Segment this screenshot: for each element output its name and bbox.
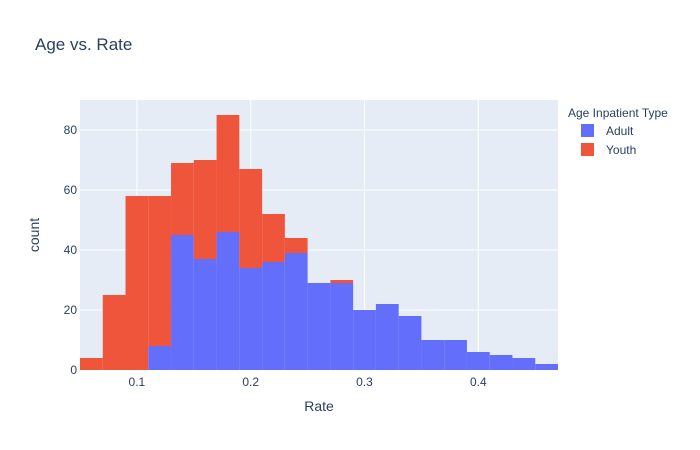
y-tick-label: 0 [70,363,77,377]
y-axis-title: count [26,218,42,252]
bar-youth[interactable] [330,280,354,283]
legend-item-youth[interactable]: Youth [581,143,636,157]
legend-item-adult[interactable]: Adult [581,124,634,138]
bar-youth[interactable] [262,214,285,262]
chart-title: Age vs. Rate [35,35,132,54]
bar-youth[interactable] [125,196,149,370]
bar-adult[interactable] [421,340,445,370]
bar-adult[interactable] [444,340,467,370]
x-axis-ticks: 0.1 0.2 0.3 0.4 [129,375,487,389]
bar-adult[interactable] [262,262,285,370]
x-tick-label: 0.4 [470,375,487,389]
bar-youth[interactable] [216,115,240,232]
bar-adult[interactable] [375,304,399,370]
bar-adult[interactable] [398,316,422,370]
bar-youth[interactable] [171,163,194,235]
y-tick-label: 20 [64,303,78,317]
legend-label: Youth [606,143,636,157]
x-tick-label: 0.3 [356,375,373,389]
bar-youth[interactable] [193,160,217,259]
x-tick-label: 0.2 [242,375,259,389]
bar-adult[interactable] [353,310,376,370]
bar-adult[interactable] [216,232,240,370]
bar-adult[interactable] [148,346,172,370]
x-tick-label: 0.1 [129,375,146,389]
bar-adult[interactable] [535,364,558,370]
bar-youth[interactable] [102,295,126,370]
bar-adult[interactable] [284,253,308,370]
bar-adult[interactable] [171,235,194,370]
bar-adult[interactable] [239,268,263,370]
bar-adult[interactable] [466,352,490,370]
bar-youth[interactable] [239,169,263,268]
bar-adult[interactable] [193,259,217,370]
bar-adult[interactable] [489,355,513,370]
legend-items[interactable]: Adult Youth [581,124,636,157]
bar-adult[interactable] [307,283,331,370]
legend-label: Adult [606,124,634,138]
x-axis-title: Rate [304,398,334,414]
legend-swatch [581,143,594,156]
bar-youth[interactable] [284,238,308,253]
y-tick-label: 40 [64,243,78,257]
y-axis-ticks: 0 20 40 60 80 [64,123,78,377]
bar-youth[interactable] [80,358,103,370]
y-tick-label: 80 [64,123,78,137]
histogram-bars [80,115,558,370]
y-tick-label: 60 [64,183,78,197]
legend[interactable]: Age Inpatient Type Adult Youth [568,106,668,157]
legend-swatch [581,124,594,137]
bar-adult[interactable] [330,283,354,370]
bar-youth[interactable] [148,196,172,346]
legend-title: Age Inpatient Type [568,106,668,120]
bar-adult[interactable] [512,358,536,370]
